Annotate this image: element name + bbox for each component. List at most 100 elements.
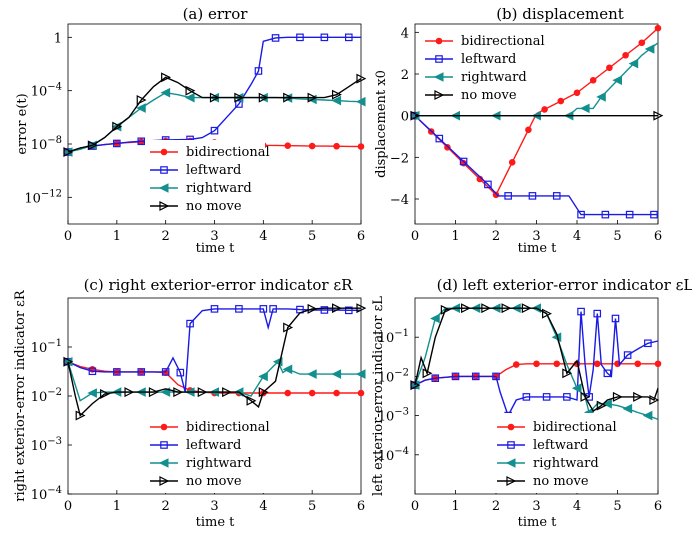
legend-entry: rightward: [425, 70, 527, 85]
data-point: [579, 103, 590, 114]
data-point: [471, 372, 480, 381]
series-line: [414, 307, 659, 413]
data-point: [160, 387, 171, 397]
data-point: [628, 58, 639, 69]
legend-marker: [433, 72, 444, 82]
data-point: [331, 95, 342, 106]
y-tick-label: 10−1: [378, 328, 409, 346]
data-point: [562, 368, 573, 379]
data-point: [284, 389, 292, 397]
legend-label: rightward: [533, 456, 599, 471]
legend-marker: [158, 183, 169, 193]
x-tick-label: 4: [573, 229, 581, 244]
panel-error: (a) error 0 1 2 3 4 5 6 10−12 10−8 10−4 1 time t e…: [15, 5, 367, 256]
legend-marker: [507, 441, 515, 449]
y-tick-label: 10−12: [24, 188, 62, 206]
legend-entry: no move: [150, 474, 242, 489]
legend-label: rightward: [186, 181, 252, 196]
data-point: [634, 360, 642, 368]
legend-label: leftward: [533, 438, 588, 453]
data-point: [577, 210, 585, 219]
data-point: [451, 372, 460, 381]
panel-d-ylabel: left exterior-error indicator εL: [371, 296, 386, 496]
series-line: [67, 361, 361, 394]
data-point: [654, 360, 662, 368]
panel-d-legend: bidirectional leftward rightward no move: [492, 413, 617, 493]
data-point: [136, 95, 147, 105]
series-no-move: [63, 72, 367, 157]
panel-c-ylabel: right exterior-error indicator εR: [13, 289, 28, 502]
panel-c-xlabel: time t: [196, 515, 236, 530]
data-point: [552, 192, 561, 200]
data-point: [63, 147, 74, 157]
data-point: [585, 393, 593, 401]
series-leftward: [411, 111, 658, 219]
data-point: [197, 387, 208, 398]
data-point: [320, 306, 329, 314]
data-point: [137, 368, 146, 376]
series-line: [67, 76, 362, 153]
data-point: [254, 67, 263, 75]
y-tick-label: 2: [401, 68, 409, 83]
y-tick-label: 1: [54, 31, 62, 46]
data-point: [307, 303, 318, 314]
y-tick-label: 10−4: [31, 82, 62, 100]
y-tick-label: 10−2: [31, 387, 62, 405]
legend-marker: [158, 458, 169, 468]
data-point: [606, 64, 613, 72]
data-point: [320, 33, 329, 42]
data-point: [553, 360, 561, 368]
data-point: [444, 144, 451, 151]
data-point: [601, 210, 610, 219]
data-point: [331, 303, 342, 314]
data-point: [185, 85, 196, 96]
legend-entry: bidirectional: [150, 420, 270, 435]
panel-b-xlabel: time t: [518, 241, 558, 256]
panel-a-xlabel: time t: [196, 241, 236, 256]
legend-marker: [159, 476, 170, 486]
panel-b-ylabel: displacement x0: [374, 70, 389, 178]
data-point: [210, 126, 219, 135]
data-point: [259, 305, 268, 313]
legend-label: leftward: [461, 52, 516, 67]
x-tick-label: 4: [259, 229, 267, 244]
x-tick-label: 4: [259, 499, 267, 514]
data-point: [88, 367, 97, 376]
data-point: [357, 389, 365, 397]
data-point: [356, 303, 367, 314]
legend-label: bidirectional: [186, 420, 270, 435]
x-tick-label: 0: [411, 229, 419, 244]
legend-entry: bidirectional: [425, 34, 545, 49]
x-tick-label: 2: [162, 229, 170, 244]
legend-entry: no move: [497, 474, 589, 489]
x-tick-label: 2: [492, 499, 500, 514]
data-point: [492, 372, 500, 381]
y-tick-label: 10−2: [378, 367, 409, 385]
data-point: [176, 368, 185, 377]
data-point: [113, 368, 121, 376]
series-line: [414, 311, 659, 418]
legend-entry: rightward: [150, 456, 252, 471]
data-point: [522, 393, 531, 401]
data-point: [308, 389, 316, 397]
data-point: [307, 369, 317, 379]
data-point: [283, 92, 294, 103]
data-point: [431, 374, 440, 382]
panel-d-title: (d) left exterior-error indicator εL: [437, 276, 692, 294]
data-point: [596, 400, 607, 411]
y-tick-label: −4: [390, 193, 409, 208]
data-point: [541, 106, 548, 113]
legend-label: rightward: [461, 70, 527, 85]
data-point: [356, 73, 367, 84]
data-point: [331, 369, 342, 379]
legend-marker: [506, 476, 517, 486]
data-point: [113, 139, 121, 148]
legend-label: bidirectional: [186, 145, 270, 160]
data-point: [87, 140, 98, 151]
data-point: [344, 306, 353, 315]
data-point: [593, 360, 601, 368]
data-point: [557, 97, 565, 105]
legend-marker: [507, 423, 515, 431]
x-tick-label: 0: [64, 499, 72, 514]
data-point: [508, 159, 516, 166]
